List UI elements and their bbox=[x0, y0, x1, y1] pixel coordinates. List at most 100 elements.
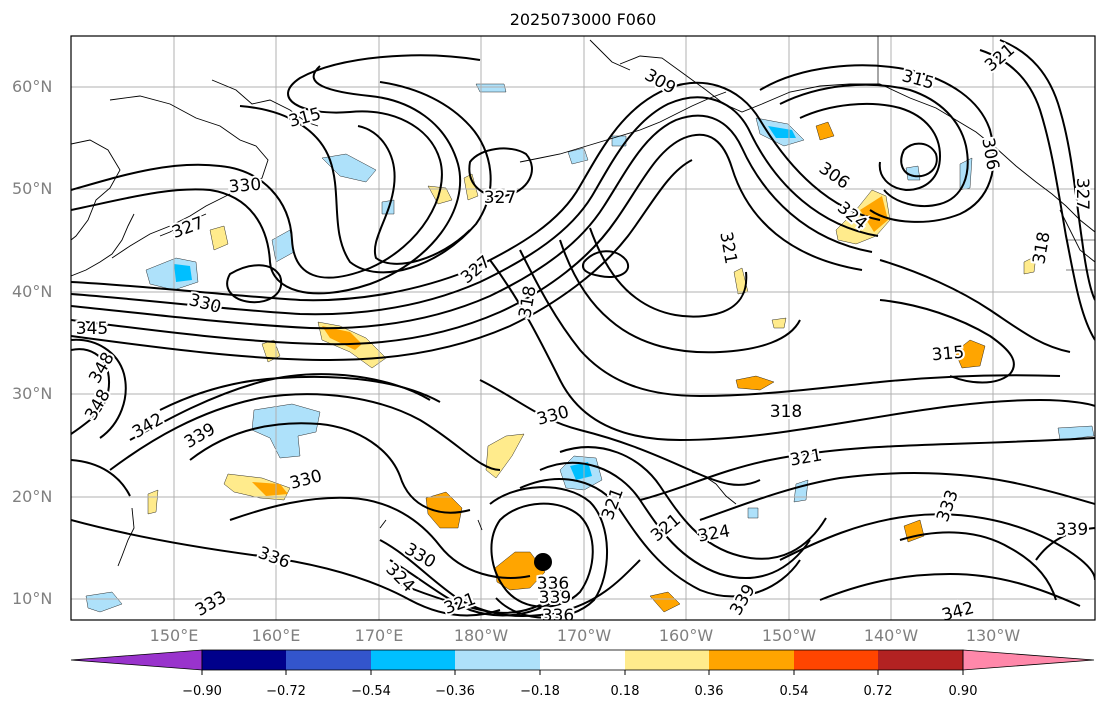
colorbar-bin bbox=[371, 650, 455, 670]
lon-label-150e: 150°E bbox=[149, 626, 199, 645]
isentrope-contours bbox=[71, 39, 1095, 619]
coastline-islands bbox=[117, 507, 483, 567]
contour-line bbox=[71, 459, 131, 497]
contour-line bbox=[539, 461, 811, 579]
contour-line bbox=[71, 133, 863, 346]
contour-label: 315 bbox=[931, 343, 965, 366]
contour-line bbox=[1035, 527, 1095, 561]
coastline-bering bbox=[589, 39, 631, 71]
coastlines bbox=[71, 36, 1095, 567]
contour-line bbox=[468, 147, 533, 198]
map-title: 2025073000 F060 bbox=[509, 10, 657, 29]
colorbar-bin bbox=[455, 650, 540, 670]
storm-center-marker bbox=[534, 553, 552, 571]
lon-label-130w: 130°W bbox=[965, 626, 1021, 645]
contour-line bbox=[582, 250, 629, 278]
contour-line bbox=[71, 96, 879, 316]
contour-line bbox=[379, 539, 641, 617]
contour-line bbox=[71, 65, 462, 295]
contour-label: 330 bbox=[228, 175, 262, 198]
contour-line bbox=[900, 142, 938, 178]
contour-line bbox=[489, 486, 609, 619]
contour-line bbox=[71, 81, 881, 302]
lat-label-50n: 50°N bbox=[12, 179, 53, 198]
contour-line bbox=[490, 502, 594, 608]
lat-label-40n: 40°N bbox=[12, 282, 53, 301]
lon-label-160w: 160°W bbox=[658, 626, 714, 645]
contour-line bbox=[71, 348, 110, 435]
contour-line bbox=[357, 125, 471, 265]
contour-line bbox=[779, 83, 969, 208]
anomaly-patch bbox=[1057, 425, 1095, 441]
coastline-asia bbox=[211, 79, 319, 127]
colorbar-under-arrow bbox=[70, 649, 203, 671]
colorbar-tick-label: −0.18 bbox=[520, 684, 560, 699]
contour-line bbox=[389, 559, 557, 617]
contour-line bbox=[699, 472, 1095, 521]
contour-line bbox=[71, 114, 873, 330]
lon-label-150w: 150°W bbox=[761, 626, 817, 645]
contour-line bbox=[979, 49, 1095, 341]
colorbar-tick-label: −0.54 bbox=[351, 684, 391, 699]
contour-line bbox=[71, 54, 481, 279]
anomaly-patch bbox=[485, 433, 525, 479]
anomaly-patch bbox=[251, 403, 321, 459]
lat-label-20n: 20°N bbox=[12, 487, 53, 506]
contour-line bbox=[71, 159, 693, 361]
anomaly-patch bbox=[475, 83, 507, 93]
coastline-asia bbox=[71, 139, 121, 241]
lat-label-10n: 10°N bbox=[12, 589, 53, 608]
anomaly-patch bbox=[425, 491, 463, 529]
contour-label: 318 bbox=[770, 402, 802, 422]
contour-line bbox=[799, 102, 941, 191]
colorbar-tick-label: 0.54 bbox=[779, 684, 809, 699]
anomaly-patch bbox=[494, 551, 546, 591]
lon-label-170e: 170°E bbox=[354, 626, 404, 645]
contour-line bbox=[71, 338, 127, 439]
colorbar-over-arrow bbox=[962, 649, 1095, 671]
anomaly-patch bbox=[567, 147, 589, 165]
coastline-japan bbox=[71, 213, 135, 277]
colorbar-tick-label: 0.90 bbox=[948, 684, 978, 699]
contour-label: 336 bbox=[537, 574, 569, 594]
lon-label-160e: 160°E bbox=[251, 626, 301, 645]
contour-label: 336 bbox=[542, 606, 574, 626]
colorbar-tick-label: 0.18 bbox=[610, 684, 640, 699]
contour-line bbox=[189, 422, 471, 514]
anomaly-patch bbox=[815, 121, 835, 141]
contour-line bbox=[399, 583, 567, 614]
colorbar-bin bbox=[202, 650, 286, 670]
map-frame bbox=[70, 35, 1096, 621]
contour-line bbox=[71, 519, 501, 617]
coastline-alaska-panhandle bbox=[879, 83, 1095, 233]
map-body: 3093153213153303273273063273213063243183… bbox=[71, 36, 1095, 626]
anomaly-patch bbox=[747, 507, 759, 519]
contour-line bbox=[226, 264, 283, 304]
colorbar-tick-label: −0.72 bbox=[266, 684, 306, 699]
colorbar-bin bbox=[709, 650, 794, 670]
coastline-aleutians bbox=[519, 91, 727, 163]
colorbar-bin bbox=[625, 650, 709, 670]
contour-line bbox=[519, 478, 801, 598]
anomaly-patch bbox=[860, 196, 888, 232]
anomaly-patch bbox=[209, 225, 229, 251]
contour-line bbox=[159, 375, 441, 411]
anomaly-patch bbox=[735, 375, 775, 391]
contour-line bbox=[559, 446, 827, 560]
anomaly-patch bbox=[174, 264, 192, 282]
contour-line bbox=[819, 573, 1081, 607]
anomaly-patch bbox=[954, 339, 986, 369]
colorbar-tick-label: 0.72 bbox=[863, 684, 893, 699]
contour-label: 339 bbox=[539, 588, 571, 608]
anomaly-patch bbox=[85, 591, 123, 613]
contour-label: 327 bbox=[484, 188, 516, 208]
contour-line bbox=[879, 259, 1071, 353]
map-background bbox=[71, 36, 1095, 620]
contour-line bbox=[639, 437, 1095, 501]
colorbar-tick-label: −0.90 bbox=[182, 684, 222, 699]
colorbar-tick-label: −0.36 bbox=[435, 684, 475, 699]
contour-line bbox=[239, 81, 492, 274]
coastline-kurils bbox=[159, 213, 207, 237]
anomaly-patch bbox=[1023, 255, 1037, 275]
